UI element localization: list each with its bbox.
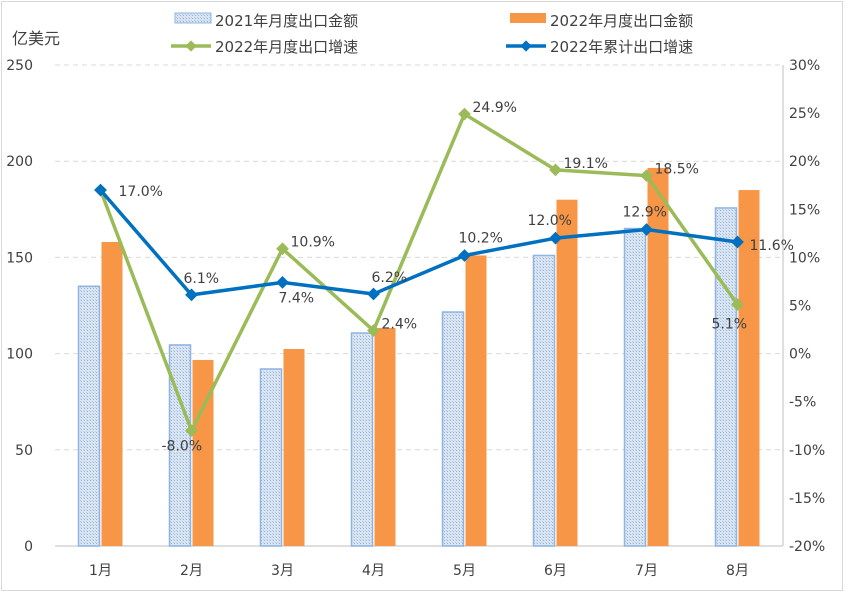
legend-swatch — [174, 12, 212, 24]
line-series — [99, 188, 738, 297]
bar-2022 — [556, 199, 578, 546]
y-tick-label: 250 — [6, 58, 33, 74]
y2-tick-label: 30% — [789, 58, 820, 74]
y2-tick-label: 15% — [789, 202, 820, 218]
y-axis-title: 亿美元 — [12, 29, 60, 48]
legend-marker — [520, 40, 532, 52]
y-tick-label: 150 — [6, 250, 33, 266]
line-series — [98, 112, 739, 433]
legend-swatch — [510, 13, 546, 23]
y2-tick-label: -5% — [789, 395, 816, 411]
y2-tick-label: 0% — [789, 347, 811, 363]
bar-2022 — [465, 255, 487, 546]
bar-2021 — [77, 285, 101, 547]
data-label: 6.2% — [372, 270, 408, 286]
y2-tick-label: 10% — [789, 250, 820, 266]
bar-2022 — [738, 190, 760, 546]
y-tick-label: 50 — [15, 443, 33, 459]
line-marker — [458, 107, 471, 121]
line-marker — [94, 183, 107, 197]
bar-2021 — [532, 254, 556, 547]
bar-2021 — [350, 332, 374, 547]
bar-2021 — [259, 368, 283, 547]
data-label: 12.9% — [623, 205, 667, 221]
bar-2022 — [647, 167, 669, 546]
data-label: 10.2% — [459, 230, 503, 246]
y2-tick-label: 25% — [789, 106, 820, 122]
legend-marker — [185, 40, 197, 52]
x-tick-label: 3月 — [271, 563, 294, 579]
bar-2022 — [192, 359, 214, 546]
data-label: 17.0% — [119, 184, 163, 200]
data-label: 24.9% — [473, 100, 517, 116]
data-label: 2.4% — [382, 317, 418, 333]
bar-2022 — [283, 348, 305, 546]
legend-label: 2022年月度出口增速 — [215, 38, 358, 56]
y-tick-label: 0 — [24, 539, 33, 555]
data-label: -8.0% — [162, 439, 203, 455]
line-marker — [367, 287, 380, 301]
line-marker — [185, 424, 198, 437]
legend-label: 2022年月度出口金额 — [550, 12, 693, 30]
x-tick-label: 1月 — [89, 563, 112, 579]
x-tick-label: 2月 — [180, 563, 203, 579]
data-label: 18.5% — [655, 162, 699, 178]
line-marker — [185, 288, 198, 302]
y-tick-label: 100 — [6, 347, 33, 363]
data-label: 19.1% — [564, 156, 608, 172]
x-tick-label: 4月 — [362, 563, 385, 579]
bar-2022 — [101, 242, 123, 546]
x-tick-label: 6月 — [544, 563, 567, 579]
x-tick-label: 7月 — [635, 563, 658, 579]
legend-label: 2021年月度出口金额 — [215, 12, 358, 30]
x-tick-label: 5月 — [453, 563, 476, 579]
y-tick-label: 200 — [6, 154, 33, 170]
y2-tick-label: -15% — [789, 491, 825, 507]
y2-tick-label: -20% — [789, 539, 825, 555]
y2-tick-label: 5% — [789, 299, 811, 315]
x-tick-label: 8月 — [726, 563, 749, 579]
bar-2021 — [168, 344, 192, 547]
y2-tick-label: -10% — [789, 443, 825, 459]
data-label: 5.1% — [712, 317, 748, 333]
line-marker — [367, 324, 380, 337]
data-label: 11.6% — [750, 238, 794, 254]
bar-2021 — [441, 311, 465, 547]
line-marker — [276, 276, 289, 289]
y2-tick-label: 20% — [789, 154, 820, 170]
data-label: 10.9% — [291, 235, 335, 251]
bar-2022 — [374, 328, 396, 546]
bar-2021 — [714, 207, 738, 547]
data-label: 6.1% — [184, 271, 220, 287]
bar-2021 — [623, 227, 647, 547]
data-label: 12.0% — [528, 213, 572, 229]
line-marker — [458, 249, 471, 262]
data-label: 7.4% — [279, 290, 315, 306]
legend-label: 2022年累计出口增速 — [550, 38, 693, 56]
line-marker — [276, 242, 289, 256]
